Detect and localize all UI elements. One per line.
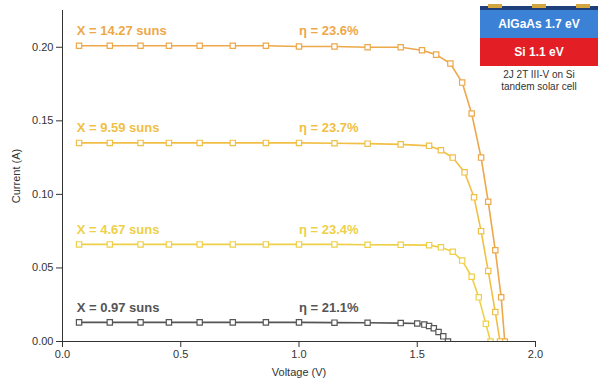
- svg-text:X = 9.59 suns: X = 9.59 suns: [77, 120, 160, 135]
- svg-text:Current (A): Current (A): [10, 149, 22, 203]
- svg-text:0.15: 0.15: [32, 114, 53, 126]
- svg-text:0.05: 0.05: [32, 261, 53, 273]
- svg-text:0.5: 0.5: [173, 348, 188, 360]
- svg-text:X = 14.27 suns: X = 14.27 suns: [77, 23, 167, 38]
- svg-text:0.0: 0.0: [55, 348, 70, 360]
- svg-text:1.0: 1.0: [291, 348, 306, 360]
- html-text:tandem solar cell: tandem solar cell: [501, 81, 577, 92]
- html-text:Si 1.1 eV: Si 1.1 eV: [514, 45, 564, 59]
- svg-text:1.5: 1.5: [410, 348, 425, 360]
- svg-text:0.00: 0.00: [32, 335, 53, 347]
- svg-text:η = 21.1%: η = 21.1%: [299, 300, 359, 315]
- svg-text:η = 23.7%: η = 23.7%: [299, 120, 359, 135]
- svg-text:0.20: 0.20: [32, 41, 53, 53]
- html-text:2J 2T III-V on Si: 2J 2T III-V on Si: [503, 69, 575, 80]
- svg-text:Voltage (V): Voltage (V): [272, 366, 326, 378]
- html-text:AlGaAs 1.7 eV: AlGaAs 1.7 eV: [498, 17, 580, 31]
- svg-text:η = 23.4%: η = 23.4%: [299, 222, 359, 237]
- svg-text:X = 0.97 suns: X = 0.97 suns: [77, 300, 160, 315]
- svg-text:η = 23.6%: η = 23.6%: [299, 23, 359, 38]
- svg-text:0.10: 0.10: [32, 188, 53, 200]
- svg-text:X = 4.67 suns: X = 4.67 suns: [77, 222, 160, 237]
- svg-text:2.0: 2.0: [528, 348, 543, 360]
